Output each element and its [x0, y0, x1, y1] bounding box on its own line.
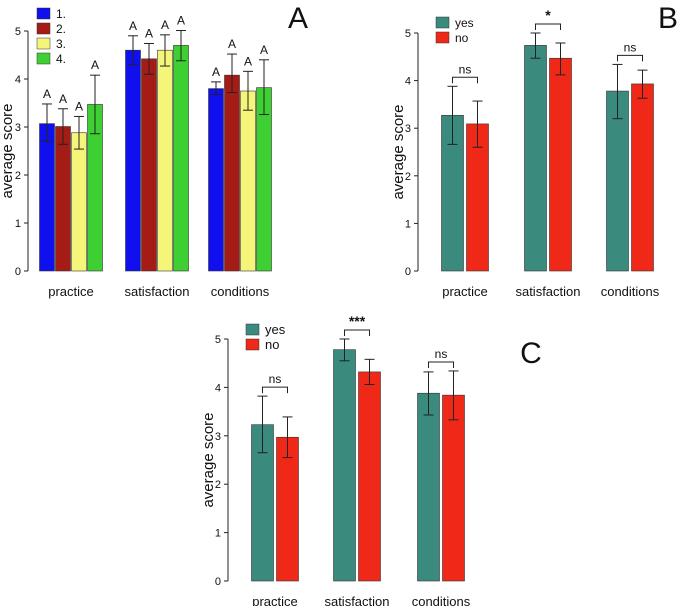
- y-tick-label: 5: [405, 28, 411, 40]
- y-tick-label: 3: [405, 123, 411, 135]
- y-axis-label: average score: [0, 103, 16, 198]
- legend-label: 4.: [56, 52, 66, 66]
- legend-label: no: [265, 337, 279, 352]
- legend-swatch: [245, 323, 260, 336]
- significance-bracket: [344, 329, 370, 336]
- y-tick-label: 1: [405, 218, 411, 230]
- panel-label: C: [520, 337, 542, 370]
- y-tick-label: 0: [405, 266, 411, 278]
- significance-label: ns: [269, 372, 282, 386]
- significance-label: ns: [624, 40, 637, 54]
- y-tick-label: 4: [215, 382, 221, 394]
- group-letter: A: [75, 99, 83, 113]
- significance-label: ***: [349, 313, 366, 329]
- bar: [141, 58, 157, 272]
- significance-bracket: [262, 386, 288, 394]
- y-tick-label: 4: [15, 74, 21, 86]
- bar: [157, 49, 173, 272]
- legend-swatch: [435, 31, 450, 44]
- bar: [442, 394, 465, 582]
- significance-label: *: [545, 7, 551, 23]
- legend-label: no: [455, 31, 469, 45]
- y-tick-label: 4: [405, 76, 411, 88]
- category-label: satisfaction: [324, 594, 389, 606]
- group-letter: A: [177, 14, 185, 28]
- significance-label: ns: [435, 347, 448, 361]
- panel-label: A: [288, 2, 308, 35]
- group-letter: A: [260, 43, 268, 57]
- category-label: practice: [48, 284, 94, 299]
- bar: [55, 126, 71, 272]
- bar: [224, 74, 240, 272]
- y-tick-label: 3: [215, 431, 221, 443]
- group-letter: A: [161, 18, 169, 32]
- bar: [549, 57, 572, 272]
- y-tick-label: 5: [215, 334, 221, 346]
- legend-label: 3.: [56, 37, 66, 51]
- significance-bracket: [428, 361, 454, 368]
- bar: [358, 371, 381, 582]
- legend-swatch: [36, 7, 51, 20]
- bar: [71, 132, 87, 272]
- y-axis-label: average score: [200, 412, 217, 507]
- panel-label: B: [658, 2, 678, 35]
- y-tick-label: 2: [15, 170, 21, 182]
- bar: [333, 349, 356, 582]
- group-letter: A: [145, 26, 153, 40]
- bar: [276, 436, 299, 582]
- legend-label: yes: [265, 322, 286, 337]
- significance-label: ns: [459, 62, 472, 76]
- category-label: conditions: [412, 594, 471, 606]
- y-tick-label: 0: [15, 266, 21, 278]
- significance-bracket: [617, 54, 643, 62]
- bar: [417, 392, 440, 582]
- y-axis-label: average score: [390, 104, 407, 199]
- legend-label: 2.: [56, 22, 66, 36]
- significance-bracket: [452, 76, 478, 84]
- legend-swatch: [435, 16, 450, 29]
- bar: [524, 45, 547, 272]
- category-label: practice: [252, 594, 298, 606]
- category-label: satisfaction: [515, 284, 580, 299]
- legend-label: 1.: [56, 7, 66, 21]
- significance-bracket: [535, 23, 561, 30]
- category-label: conditions: [601, 284, 660, 299]
- group-letter: A: [91, 58, 99, 72]
- bar: [125, 49, 141, 272]
- group-letter: A: [43, 87, 51, 101]
- bar: [256, 87, 272, 272]
- y-tick-label: 1: [215, 528, 221, 540]
- bar: [240, 90, 256, 272]
- y-tick-label: 2: [215, 479, 221, 491]
- category-label: conditions: [211, 284, 270, 299]
- legend-swatch: [36, 22, 51, 35]
- legend-label: yes: [455, 16, 474, 30]
- category-label: practice: [442, 284, 488, 299]
- legend-swatch: [36, 52, 51, 65]
- y-tick-label: 2: [405, 171, 411, 183]
- category-label: satisfaction: [124, 284, 189, 299]
- group-letter: A: [59, 92, 67, 106]
- y-tick-label: 5: [15, 26, 21, 38]
- group-letter: A: [212, 65, 220, 79]
- y-tick-label: 3: [15, 122, 21, 134]
- legend-swatch: [36, 37, 51, 50]
- y-tick-label: 1: [15, 218, 21, 230]
- y-tick-label: 0: [215, 576, 221, 588]
- group-letter: A: [244, 54, 252, 68]
- bar: [208, 88, 224, 272]
- group-letter: A: [228, 37, 236, 51]
- legend-swatch: [245, 338, 260, 351]
- bar: [173, 45, 189, 272]
- bar: [39, 123, 55, 272]
- bar: [631, 83, 654, 272]
- group-letter: A: [129, 19, 137, 33]
